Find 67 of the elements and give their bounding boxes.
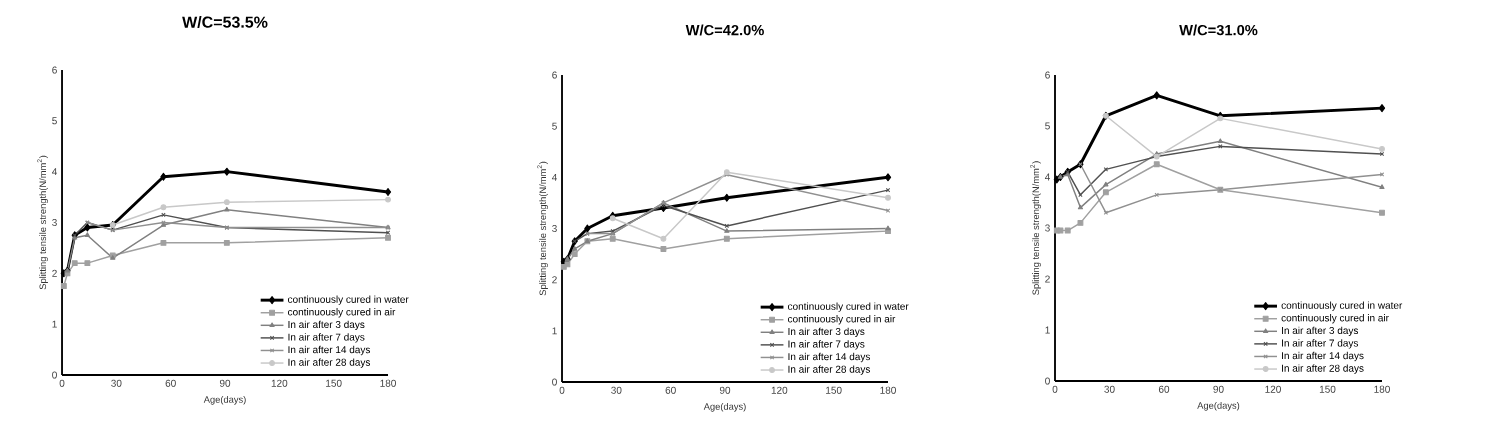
- legend-label: In air after 7 days: [1282, 339, 1359, 349]
- y-tick-label: 3: [1045, 224, 1050, 232]
- x-tick-label: 180: [1374, 385, 1390, 393]
- y-tick-label: 4: [551, 173, 558, 181]
- y-tick-label: 5: [1045, 122, 1050, 130]
- x-tick-label: 0: [59, 379, 65, 387]
- legend-label: continuously cured in water: [787, 302, 909, 312]
- x-tick-label: 60: [165, 379, 176, 387]
- y-tick-label: 1: [1045, 326, 1050, 334]
- y-tick-label: 1: [52, 320, 57, 328]
- x-axis-title: Age(days): [203, 395, 246, 405]
- x-tick-label: 60: [665, 386, 676, 394]
- x-tick-label: 120: [771, 386, 788, 394]
- legend-label: continuously cured in water: [1281, 301, 1403, 311]
- x-tick-label: 30: [111, 379, 122, 387]
- y-tick-label: 2: [52, 269, 57, 277]
- x-tick-label: 60: [1158, 385, 1170, 393]
- y-tick-label: 3: [52, 218, 57, 227]
- x-tick-label: 90: [219, 379, 231, 387]
- y-tick-label: 2: [1045, 275, 1050, 283]
- x-tick-label: 0: [1052, 385, 1058, 393]
- x-tick-label: 30: [1104, 385, 1115, 393]
- x-tick-label: 120: [1265, 385, 1281, 393]
- y-axis-title: Splitting tensile strength(N/mm$^{2}$): [1030, 161, 1041, 295]
- x-tick-label: 30: [611, 386, 622, 394]
- x-tick-label: 150: [1319, 385, 1336, 393]
- legend-label: continuously cured in air: [787, 315, 896, 325]
- chart-title: W/C=42.0%: [685, 24, 764, 36]
- legend-label: In air after 14 days: [288, 345, 371, 356]
- y-tick-label: 4: [51, 168, 58, 176]
- y-tick-label: 0: [52, 371, 57, 379]
- x-tick-label: 90: [1213, 385, 1224, 393]
- y-tick-label: 4: [1044, 173, 1050, 181]
- legend-label: continuously cured in air: [288, 308, 396, 318]
- y-tick-label: 3: [552, 224, 557, 233]
- legend-label: In air after 14 days: [1282, 351, 1364, 362]
- legend-label: In air after 7 days: [288, 333, 365, 343]
- chart-title: W/C=31.0%: [1179, 24, 1258, 36]
- x-tick-label: 180: [880, 386, 896, 394]
- legend-label: In air after 3 days: [288, 320, 365, 330]
- legend-label: In air after 3 days: [788, 327, 865, 337]
- legend-label: continuously cured in air: [1281, 314, 1389, 324]
- x-axis-title: Age(days): [703, 402, 746, 412]
- y-tick-label: 6: [52, 66, 57, 74]
- x-tick-label: 0: [559, 386, 565, 394]
- x-axis-title: Age(days): [1197, 401, 1240, 411]
- legend-label: In air after 28 days: [288, 358, 371, 368]
- x-tick-label: 90: [719, 386, 731, 394]
- y-axis-title: Splitting tensile strength(N/mm$^{2}$): [537, 161, 548, 296]
- x-tick-label: 150: [826, 386, 842, 394]
- legend-label: In air after 28 days: [1282, 364, 1364, 374]
- y-tick-label: 2: [552, 276, 557, 284]
- y-tick-label: 5: [552, 122, 557, 130]
- legend-label: In air after 3 days: [1282, 326, 1359, 336]
- y-tick-label: 6: [1045, 71, 1050, 79]
- legend-label: In air after 28 days: [788, 365, 871, 375]
- y-tick-label: 5: [52, 117, 57, 125]
- x-tick-label: 120: [271, 379, 288, 387]
- legend-label: continuously cured in water: [288, 295, 409, 305]
- chart-title: W/C=53.5%: [182, 16, 268, 28]
- legend-label: In air after 14 days: [788, 352, 871, 363]
- y-axis-title: Splitting tensile strength(N/mm$^{2}$): [37, 155, 48, 290]
- y-tick-label: 6: [552, 71, 557, 79]
- x-tick-label: 180: [380, 379, 396, 387]
- x-tick-label: 150: [326, 379, 342, 387]
- y-tick-label: 1: [552, 327, 557, 335]
- legend-label: In air after 7 days: [788, 340, 865, 350]
